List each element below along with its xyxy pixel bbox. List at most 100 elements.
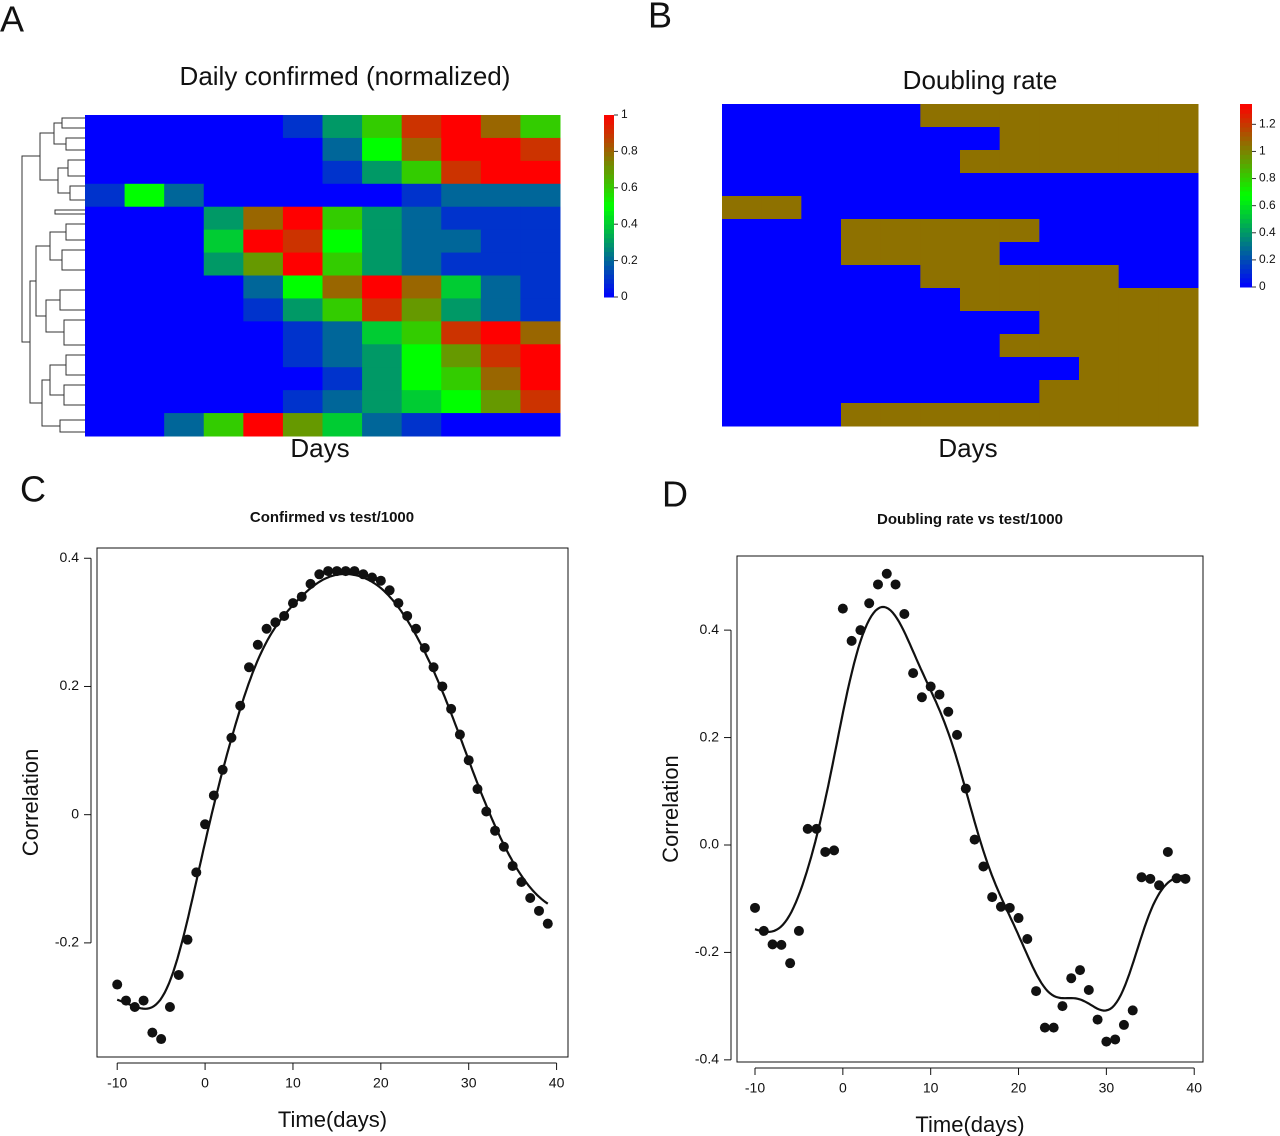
heat-cell (722, 357, 763, 381)
heat-cell (441, 367, 482, 391)
heat-cell (920, 196, 961, 220)
heat-cell (960, 173, 1001, 197)
data-point (305, 578, 316, 589)
data-point (1083, 985, 1094, 996)
heat-cell (1039, 219, 1080, 243)
heat-cell (164, 298, 205, 322)
data-point (1004, 902, 1015, 913)
data-point (367, 572, 378, 583)
heat-cell (1079, 104, 1120, 128)
heat-cell (203, 275, 244, 299)
x-tick-label: 30 (1099, 1080, 1115, 1096)
data-point (1066, 973, 1077, 984)
colorbar-segment (1240, 126, 1252, 132)
heat-cell (841, 196, 882, 220)
heat-cell (1079, 334, 1120, 358)
heat-cell (322, 160, 363, 185)
heat-cell (960, 380, 1001, 404)
heat-cell (401, 344, 442, 368)
colorbar-segment (1240, 227, 1252, 233)
heat-cell (761, 127, 802, 151)
heat-cell (920, 334, 961, 358)
heat-cell (1158, 403, 1199, 427)
x-tick-label: -10 (107, 1075, 127, 1091)
heat-cell (85, 367, 126, 391)
heat-cell (1118, 288, 1159, 312)
colorbar-segment (1240, 168, 1252, 174)
heat-cell (243, 390, 284, 414)
colorbar-segment (1240, 259, 1252, 265)
heat-cell (322, 252, 363, 276)
data-point (969, 834, 980, 845)
data-point (454, 729, 465, 740)
colorbar-segment (604, 292, 614, 298)
colorbar-segment (1240, 204, 1252, 210)
data-point (340, 566, 351, 577)
heat-cell (841, 357, 882, 381)
heat-cell (841, 380, 882, 404)
data-point (864, 598, 875, 609)
heat-cell (722, 219, 763, 243)
heat-cell (480, 229, 521, 254)
data-point (428, 662, 439, 673)
heat-cell (920, 288, 961, 312)
heat-cell (85, 413, 126, 437)
data-point (1118, 1019, 1129, 1030)
data-point (995, 901, 1006, 912)
data-point (235, 700, 246, 711)
heat-cell (243, 252, 284, 276)
colorbar-segment (604, 215, 614, 221)
heat-cell (841, 265, 882, 289)
heat-cell (960, 334, 1001, 358)
heat-cell (801, 311, 842, 335)
heat-cell (1079, 219, 1120, 243)
data-point (1127, 1005, 1138, 1016)
heat-cell (282, 137, 323, 162)
heat-cell (1079, 311, 1120, 335)
heat-cell (880, 104, 921, 128)
heat-cell (164, 252, 205, 276)
colorbar-segment (604, 201, 614, 207)
colorbar-segment (1240, 154, 1252, 160)
heat-cell (1039, 104, 1080, 128)
colorbar-segment (1240, 140, 1252, 146)
heat-cell (124, 137, 165, 162)
heat-cell (362, 298, 403, 322)
heat-cell (362, 183, 403, 208)
heat-cell (164, 206, 205, 231)
heat-cell (1118, 265, 1159, 289)
data-point (908, 668, 919, 679)
x-axis-label: Days (290, 433, 349, 463)
heat-cell (920, 242, 961, 266)
heat-cell (243, 137, 284, 162)
heat-cell (841, 311, 882, 335)
heat-cell (124, 367, 165, 391)
data-point (244, 662, 255, 673)
data-point (147, 1027, 158, 1038)
heat-cell (761, 173, 802, 197)
colorbar-segment (604, 237, 614, 243)
heat-cell (761, 219, 802, 243)
heat-cell (1079, 173, 1120, 197)
y-axis-label: Correlation (18, 749, 43, 857)
heat-cell (243, 275, 284, 299)
heat-cell (960, 127, 1001, 151)
heat-cell (722, 127, 763, 151)
heat-cell (85, 252, 126, 276)
heat-cell (124, 413, 165, 437)
colorbar-segment (1240, 222, 1252, 229)
heat-cell (203, 298, 244, 322)
data-point (542, 918, 553, 929)
heat-cell (322, 206, 363, 231)
heat-cell (85, 344, 126, 368)
heat-cell (441, 275, 482, 299)
heat-cell (85, 298, 126, 322)
heat-cell (1118, 196, 1159, 220)
data-point (750, 902, 761, 913)
heat-cell (362, 275, 403, 299)
heat-cell (960, 150, 1001, 174)
heat-cell (801, 265, 842, 289)
data-point (534, 905, 545, 916)
heat-cell (999, 242, 1040, 266)
data-point (872, 579, 883, 590)
